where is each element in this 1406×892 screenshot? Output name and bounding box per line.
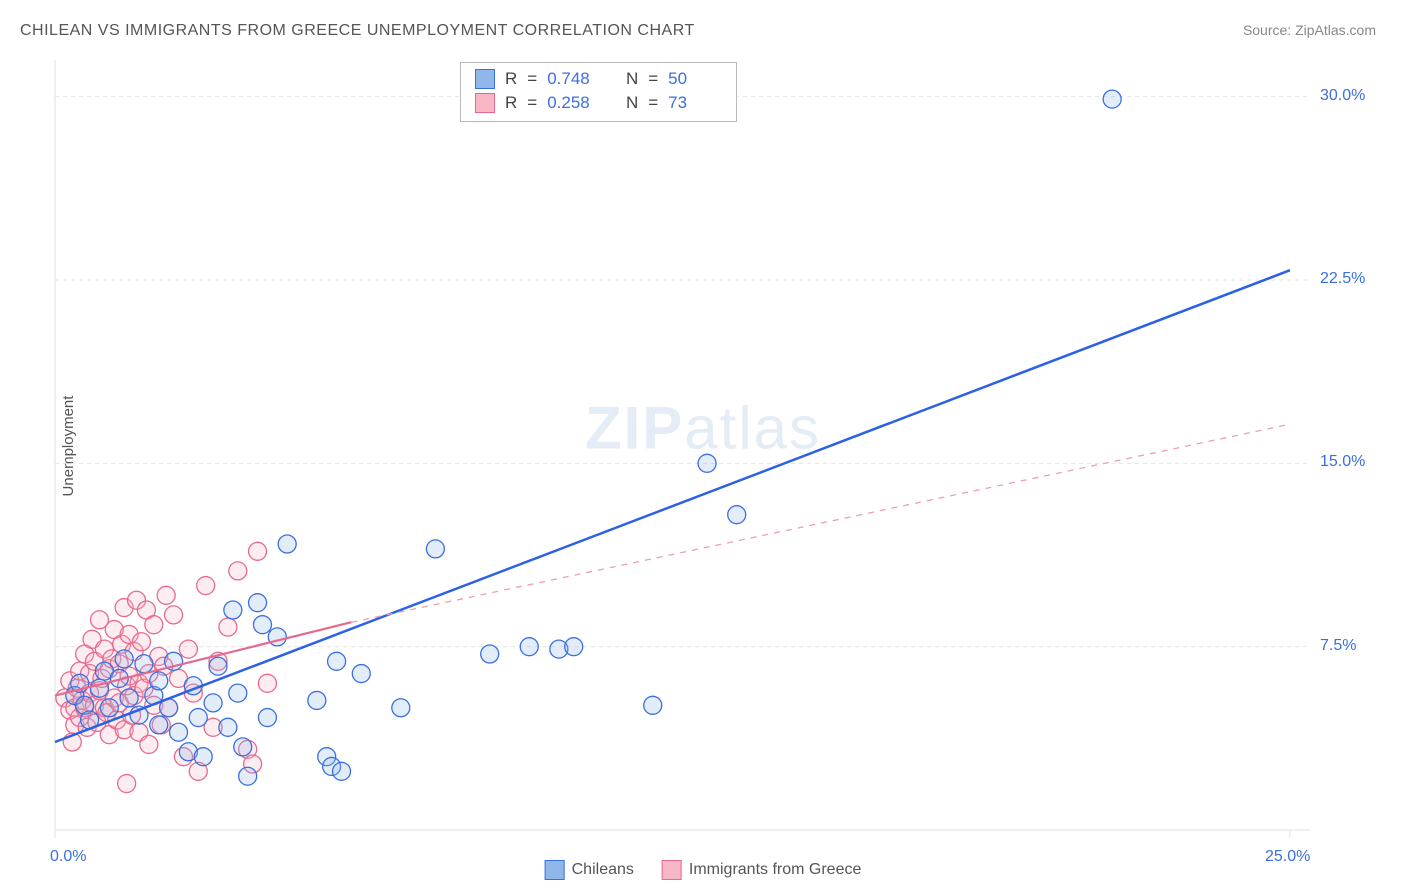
y-tick-label: 7.5% — [1320, 637, 1356, 655]
y-tick-label: 15.0% — [1320, 453, 1365, 471]
chileans-swatch — [545, 860, 565, 880]
chileans-swatch — [475, 69, 495, 89]
eq-sign: = — [648, 69, 658, 89]
x-tick-label: 25.0% — [1265, 848, 1310, 866]
chileans-r-value: 0.748 — [547, 69, 601, 89]
chart-root: { "title": "CHILEAN VS IMMIGRANTS FROM G… — [0, 0, 1406, 892]
correlation-stats-box: R = 0.748 N = 50 R = 0.258 N = 73 — [460, 62, 737, 122]
chileans-n-value: 50 — [668, 69, 722, 89]
stats-row-greece: R = 0.258 N = 73 — [475, 91, 722, 115]
eq-sign: = — [527, 69, 537, 89]
greece-legend-label: Immigrants from Greece — [689, 861, 861, 878]
n-label: N — [626, 69, 638, 89]
eq-sign: = — [648, 93, 658, 113]
r-label: R — [505, 69, 517, 89]
stats-row-chileans: R = 0.748 N = 50 — [475, 67, 722, 91]
y-tick-label: 22.5% — [1320, 270, 1365, 288]
legend-item-chileans: Chileans — [545, 860, 634, 880]
greece-swatch — [662, 860, 682, 880]
r-label: R — [505, 93, 517, 113]
eq-sign: = — [527, 93, 537, 113]
y-tick-label: 30.0% — [1320, 87, 1365, 105]
chart-svg — [0, 0, 1406, 892]
legend-item-greece: Immigrants from Greece — [662, 860, 861, 880]
greece-swatch — [475, 93, 495, 113]
n-label: N — [626, 93, 638, 113]
greece-r-value: 0.258 — [547, 93, 601, 113]
chart-legend: Chileans Immigrants from Greece — [545, 860, 862, 880]
greece-n-value: 73 — [668, 93, 722, 113]
chileans-legend-label: Chileans — [572, 861, 634, 878]
x-tick-label: 0.0% — [50, 848, 86, 866]
